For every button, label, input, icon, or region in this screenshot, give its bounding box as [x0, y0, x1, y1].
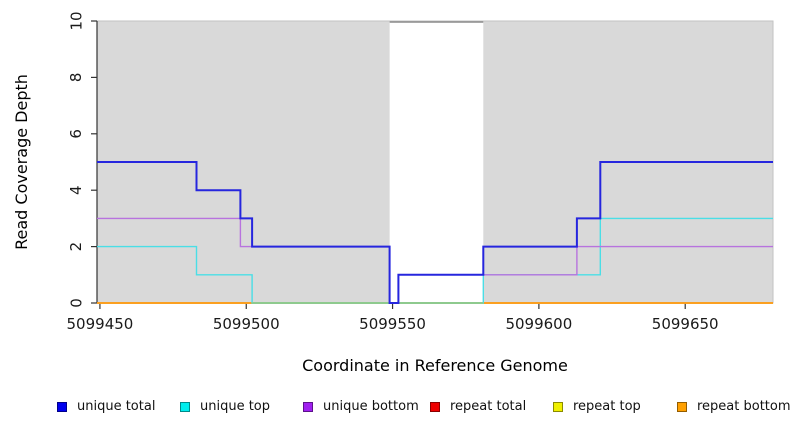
- y-tick-label: 0: [67, 298, 85, 308]
- y-tick-label: 4: [67, 185, 85, 195]
- legend-item-unique-total: unique total: [57, 399, 155, 415]
- legend-item-unique-top: unique top: [180, 399, 270, 415]
- legend-label: repeat top: [573, 399, 641, 414]
- legend-swatch-icon: [303, 402, 313, 412]
- legend-label: unique top: [200, 399, 271, 414]
- legend-label: unique bottom: [323, 399, 419, 414]
- x-tick-label: 5099550: [359, 315, 426, 333]
- legend-item-repeat-bottom: repeat bottom: [677, 399, 791, 415]
- chart-legend: unique total unique top unique bottom repea…: [0, 399, 792, 419]
- legend-swatch-icon: [180, 402, 190, 412]
- y-tick-label: 8: [67, 73, 85, 83]
- x-tick-label: 5099600: [505, 315, 572, 333]
- legend-label: repeat total: [450, 399, 527, 414]
- legend-swatch-icon: [57, 402, 67, 412]
- y-axis-title: Read Coverage Depth: [12, 74, 31, 250]
- x-tick-label: 5099450: [67, 315, 134, 333]
- y-tick-label: 6: [67, 129, 85, 139]
- legend-swatch-icon: [430, 402, 440, 412]
- mask-region-band: [389, 21, 484, 303]
- legend-swatch-icon: [677, 402, 687, 412]
- series-line-unique-total: [97, 161, 773, 304]
- y-tick-label: 10: [67, 11, 85, 30]
- legend-label: repeat bottom: [697, 399, 791, 414]
- x-tick-label: 5099650: [652, 315, 719, 333]
- legend-item-repeat-total: repeat total: [430, 399, 526, 415]
- legend-label: unique total: [77, 399, 156, 414]
- legend-item-repeat-top: repeat top: [553, 399, 641, 415]
- y-tick-label: 2: [67, 242, 85, 252]
- x-axis-title: Coordinate in Reference Genome: [302, 356, 568, 375]
- legend-item-unique-bottom: unique bottom: [303, 399, 419, 415]
- x-tick-label: 5099500: [213, 315, 280, 333]
- legend-swatch-icon: [553, 402, 563, 412]
